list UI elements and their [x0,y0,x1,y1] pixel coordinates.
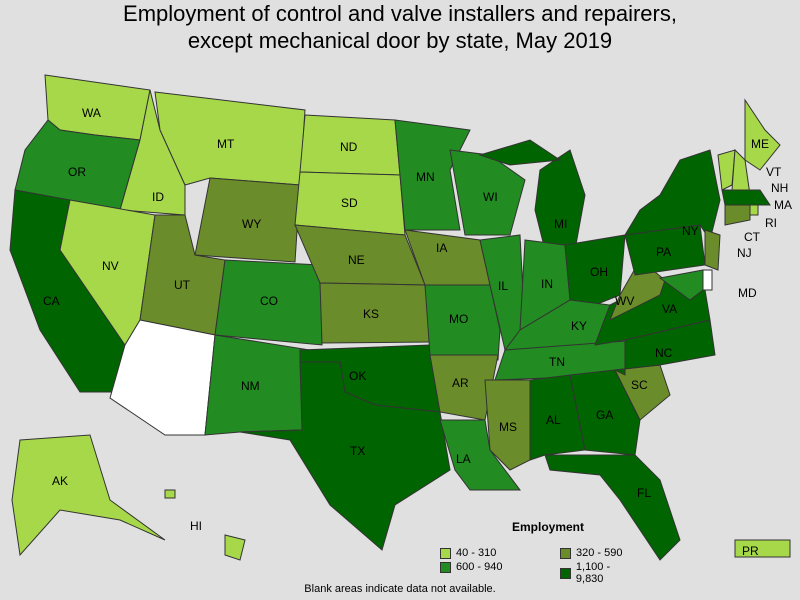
state-ga [569,369,641,456]
legend-label: 320 - 590 [576,547,623,559]
state-label-ut: UT [174,278,191,292]
state-label-wa: WA [82,106,101,120]
map-title: Employment of control and valve installe… [0,0,800,54]
state-label-sd: SD [341,196,358,210]
state-label-oh: OH [590,265,608,279]
legend-swatch [440,547,451,559]
state-label-ia: IA [436,241,447,255]
state-label-mn: MN [416,170,435,184]
state-label-in: IN [541,277,553,291]
state-label-nh: NH [771,181,788,195]
state-label-nj: NJ [737,246,752,260]
state-label-mo: MO [449,312,468,326]
title-line-1: Employment of control and valve installe… [123,1,677,26]
state-label-va: VA [662,302,677,316]
state-label-me: ME [751,137,769,151]
state-label-ks: KS [363,307,379,321]
state-label-al: AL [546,413,561,427]
legend-title: Employment [512,520,585,534]
state-label-ct: CT [744,230,761,244]
state-ny [624,149,721,242]
state-fl [544,454,681,561]
state-ri [749,204,759,216]
legend-swatch [440,561,451,573]
legend-label: 1,100 - 9,830 [575,561,611,585]
state-ct [724,204,751,226]
state-de [702,269,713,291]
state-label-pa: PA [656,245,671,259]
legend-item-2: 320 - 590 [560,547,622,559]
state-label-ne: NE [348,253,365,267]
state-label-nd: ND [340,140,358,154]
state-nj [704,229,721,271]
state-label-nc: NC [655,346,673,360]
state-label-tx: TX [350,444,365,458]
state-mo [424,284,501,361]
title-line-2: except mechanical door by state, May 201… [187,28,613,53]
state-label-nv: NV [102,259,119,273]
state-pr [734,539,791,558]
state-hi [164,489,246,561]
state-label-fl: FL [637,486,651,500]
state-label-ri: RI [765,216,777,230]
state-label-wi: WI [483,190,498,204]
legend-label: 40 - 310 [456,547,497,559]
state-al [529,374,586,461]
state-label-ny: NY [682,224,699,238]
state-label-vt: VT [766,165,782,179]
state-label-sc: SC [631,378,648,392]
state-label-wv: WV [615,294,634,308]
state-label-mt: MT [217,137,235,151]
state-ak [11,434,166,557]
state-label-ky: KY [571,319,587,333]
state-ms [484,379,531,471]
state-la [439,419,521,491]
state-co [214,259,323,346]
state-md [658,269,704,301]
state-label-ok: OK [349,369,366,383]
legend-item-1: 40 - 310 [440,547,496,559]
state-label-tn: TN [549,355,565,369]
state-label-ms: MS [499,420,517,434]
state-label-co: CO [260,294,278,308]
footnote: Blank areas indicate data not available. [304,583,496,595]
state-wy [194,177,301,263]
state-oh [564,234,626,306]
state-label-la: LA [456,452,471,466]
state-label-wy: WY [242,217,261,231]
state-label-ga: GA [596,408,613,422]
legend-item-3: 600 - 940 [440,561,502,573]
legend-label: 600 - 940 [456,561,503,573]
state-label-ar: AR [452,376,469,390]
state-label-il: IL [498,279,508,293]
legend-swatch [560,567,571,579]
state-mn [394,119,471,231]
state-label-ma: MA [774,198,792,212]
state-label-mi: MI [554,217,567,231]
state-label-md: MD [738,286,757,300]
state-label-or: OR [68,165,86,179]
legend-swatch [560,547,571,559]
state-label-hi: HI [190,519,202,533]
legend-item-4: 1,100 - 9,830 [560,561,640,585]
state-label-nm: NM [241,379,260,393]
state-tx [239,361,451,551]
state-ma [721,189,771,206]
state-label-ca: CA [43,294,60,308]
state-label-pr: PR [742,544,759,558]
state-me [744,98,781,171]
state-label-ak: AK [52,474,68,488]
state-label-id: ID [152,190,164,204]
